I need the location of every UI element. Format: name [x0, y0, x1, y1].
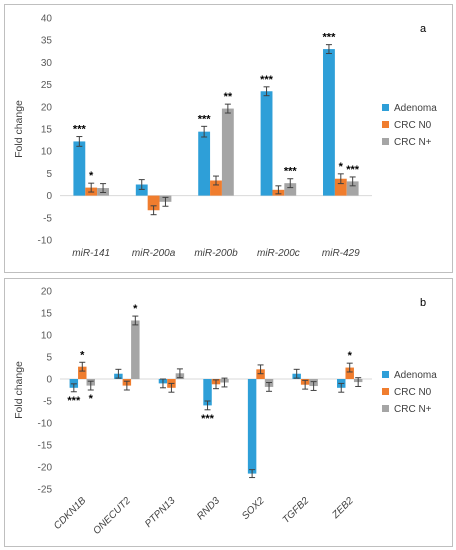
significance-marker: **: [224, 91, 233, 103]
significance-marker: ***: [323, 32, 337, 44]
legend-label: CRC N0: [394, 120, 432, 131]
legend-label: CRC N+: [394, 137, 432, 148]
y-tick-label: 0: [46, 375, 52, 386]
bar: [198, 131, 211, 196]
legend-label: CRC N+: [394, 404, 432, 415]
bar: [346, 181, 359, 196]
bar: [135, 184, 148, 196]
y-axis-label: Fold change: [13, 100, 25, 158]
bar: [345, 367, 354, 379]
significance-marker: *: [80, 349, 85, 361]
y-tick-label: 5: [46, 169, 52, 180]
significance-marker: ***: [346, 164, 360, 176]
legend-swatch: [382, 405, 389, 412]
significance-marker: ***: [284, 166, 298, 178]
legend-label: CRC N0: [394, 387, 432, 398]
bar: [147, 195, 160, 211]
bar: [334, 178, 347, 196]
y-tick-label: -15: [38, 441, 53, 452]
y-tick-label: 35: [41, 36, 53, 47]
legend-swatch: [382, 121, 389, 128]
y-tick-label: 40: [41, 14, 53, 25]
bar: [221, 108, 234, 196]
significance-marker: *: [348, 350, 353, 362]
y-tick-label: 20: [41, 287, 53, 298]
y-tick-label: 0: [46, 191, 52, 202]
significance-marker: *: [89, 393, 94, 405]
y-tick-label: 15: [41, 309, 53, 320]
bar: [131, 320, 140, 379]
significance-marker: *: [89, 170, 94, 182]
y-tick-label: 10: [41, 147, 53, 158]
bar: [260, 91, 273, 196]
significance-marker: ***: [67, 395, 81, 407]
y-tick-label: 30: [41, 58, 53, 69]
x-category-label: miR-200a: [132, 248, 176, 259]
legend-swatch: [382, 388, 389, 395]
y-tick-label: 15: [41, 125, 53, 136]
bar: [284, 183, 297, 196]
bar: [323, 49, 335, 196]
bar: [247, 379, 257, 474]
y-tick-label: 10: [41, 331, 53, 342]
y-tick-label: -10: [38, 419, 53, 430]
legend-swatch: [382, 371, 389, 378]
legend-label: Adenoma: [394, 370, 437, 381]
x-category-label: miR-141: [72, 248, 110, 259]
bar: [73, 141, 86, 196]
x-category-label: miR-429: [322, 248, 360, 259]
significance-marker: *: [133, 303, 138, 315]
significance-marker: ***: [201, 413, 215, 425]
y-tick-label: -25: [38, 485, 53, 496]
y-tick-label: -5: [43, 213, 52, 224]
significance-marker: ***: [198, 113, 212, 125]
panel-label: a: [420, 23, 427, 35]
y-tick-label: 20: [41, 102, 53, 113]
y-tick-label: -5: [43, 397, 52, 408]
x-category-label: miR-200c: [257, 248, 300, 259]
legend-label: Adenoma: [394, 103, 437, 114]
significance-marker: ***: [260, 74, 274, 86]
y-axis-label: Fold change: [13, 361, 25, 419]
y-tick-label: 25: [41, 80, 53, 91]
significance-marker: *: [339, 161, 344, 173]
significance-marker: ***: [73, 124, 87, 136]
bar: [78, 366, 87, 379]
bar: [203, 379, 212, 406]
panel-frame: [4, 278, 453, 547]
legend-swatch: [382, 104, 389, 111]
x-category-label: miR-200b: [194, 248, 238, 259]
legend-swatch: [382, 138, 389, 145]
bar: [210, 180, 222, 196]
y-tick-label: 5: [46, 353, 52, 364]
y-tick-label: -10: [38, 236, 53, 247]
y-tick-label: -20: [38, 463, 53, 474]
panel-label: b: [420, 297, 426, 309]
